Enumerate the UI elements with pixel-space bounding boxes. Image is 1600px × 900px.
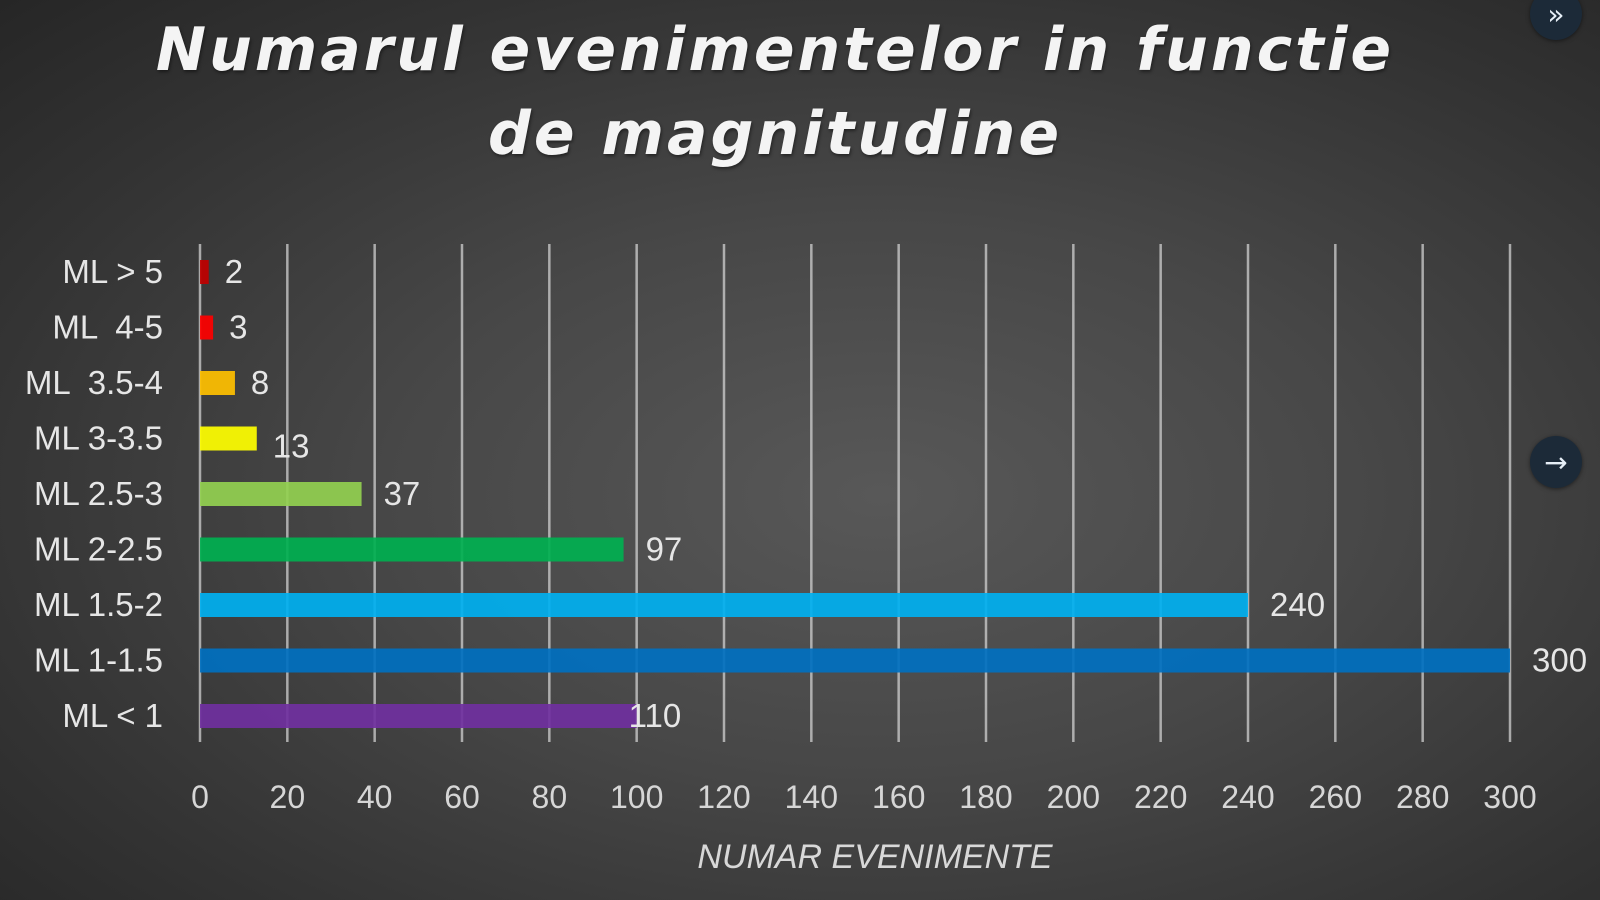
- category-label: ML < 1: [62, 697, 163, 734]
- bars: [200, 260, 1510, 728]
- bar: [200, 426, 257, 451]
- x-tick-label: 140: [785, 779, 838, 815]
- bar: [200, 315, 214, 340]
- category-label: ML 2-2.5: [34, 531, 163, 568]
- x-axis-title: NUMAR EVENIMENTE: [697, 838, 1052, 876]
- bar: [200, 482, 362, 506]
- x-tick-label: 220: [1134, 779, 1187, 815]
- category-label: ML 3-3.5: [34, 420, 163, 457]
- arrow-right-icon: →: [1544, 445, 1568, 479]
- bar: [200, 704, 637, 728]
- data-label: 37: [384, 475, 421, 512]
- bar: [200, 648, 1510, 673]
- bar: [200, 260, 209, 284]
- x-tick-label: 120: [697, 779, 750, 815]
- double-chevron-right-icon: »: [1547, 0, 1565, 31]
- data-label: 110: [629, 697, 682, 734]
- x-tick-label: 300: [1483, 779, 1536, 815]
- x-tick-label: 240: [1221, 779, 1274, 815]
- x-tick-label: 80: [532, 779, 568, 815]
- x-tick-labels: 0 20 40 60 80 100 120 140 160 180 200 220 240 260 280 3…: [191, 779, 1537, 815]
- x-tick-label: 260: [1309, 779, 1362, 815]
- bar: [200, 371, 235, 395]
- bar: [200, 593, 1248, 617]
- data-label: 300: [1532, 642, 1587, 679]
- category-label: ML 1-1.5: [34, 642, 163, 679]
- collapse-panel-button[interactable]: »: [1530, 0, 1582, 40]
- x-tick-label: 160: [872, 779, 925, 815]
- x-tick-label: 280: [1396, 779, 1449, 815]
- x-tick-label: 40: [357, 779, 393, 815]
- next-slide-button[interactable]: →: [1530, 436, 1582, 488]
- category-label: ML 4-5: [52, 309, 163, 346]
- chart-title: Numarul evenimentelor in functie de magn…: [155, 15, 1395, 169]
- bar: [200, 537, 624, 562]
- x-tick-label: 20: [270, 779, 306, 815]
- category-label: ML > 5: [62, 253, 163, 290]
- data-label: 240: [1270, 586, 1325, 623]
- x-tick-label: 0: [191, 779, 209, 815]
- category-label: ML 2.5-3: [34, 475, 163, 512]
- data-label: 97: [646, 531, 683, 568]
- data-label: 13: [273, 428, 310, 465]
- x-tick-label: 200: [1047, 779, 1100, 815]
- data-label: 3: [229, 309, 247, 346]
- x-tick-label: 180: [959, 779, 1012, 815]
- data-label: 8: [251, 364, 269, 401]
- data-label: 2: [225, 253, 243, 290]
- category-label: ML 3.5-4: [25, 364, 163, 401]
- category-label: ML 1.5-2: [34, 586, 163, 623]
- x-tick-label: 100: [610, 779, 663, 815]
- category-labels: ML > 5 ML 4-5 ML 3.5-4 ML 3-3.5 ML 2.5-3 ML 2…: [25, 253, 163, 734]
- x-tick-label: 60: [444, 779, 480, 815]
